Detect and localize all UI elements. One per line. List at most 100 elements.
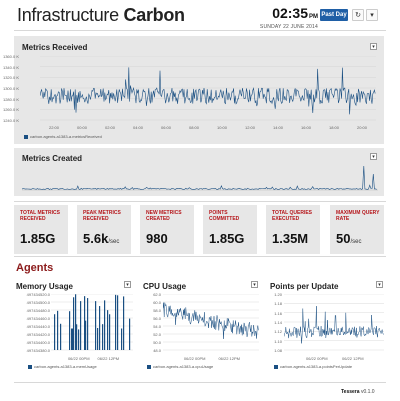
memory-bar <box>57 310 59 350</box>
chevron-down-icon: ▾ <box>372 154 375 160</box>
footer: Tessera v0.1.0 <box>341 389 375 395</box>
cpu-usage-title: CPU Usage <box>143 282 187 291</box>
clock-ampm: PM <box>309 14 318 20</box>
x-tick-label: 10:00 <box>217 125 228 130</box>
y-tick-label: 1340.0 K <box>2 64 19 70</box>
memory-bar <box>54 314 56 350</box>
memory-bar <box>60 323 62 350</box>
y-tick-label: 50.0 <box>153 340 161 345</box>
legend-label: carbon.agents.a1383-a.pointsPerUpdate <box>280 364 353 369</box>
chevron-down-icon: ▾ <box>378 282 381 288</box>
y-tick-label: 60.0 <box>153 300 161 305</box>
y-tick-label: 1280.0 K <box>2 96 19 102</box>
memory-bar <box>117 295 119 350</box>
memory-bar <box>84 296 86 350</box>
section-divider-2 <box>14 256 386 257</box>
options-button[interactable]: ▾ <box>366 9 378 21</box>
chevron-down-icon: ▾ <box>126 282 129 288</box>
x-tick-label: 02:00 <box>105 125 116 130</box>
memory-bar <box>129 318 131 350</box>
metrics-received-panel: Metrics Received ▾ 1360.0 K 1340.0 K 1320.… <box>3 36 384 144</box>
y-tick-label: 48.0 <box>153 348 161 353</box>
memory-usage-chart <box>51 294 133 351</box>
points-per-update-title: Points per Update <box>270 282 339 291</box>
y-tick-label: 1300.0 K <box>2 86 19 91</box>
y-tick-label: 1.20 <box>274 292 282 297</box>
x-tick-label: 04:00 <box>133 125 144 130</box>
metrics-received-title: Metrics Received <box>22 43 88 52</box>
points-per-update-chart <box>284 294 384 351</box>
legend-label: carbon.agents.a1383-a.cpuUsage <box>153 364 214 369</box>
x-tick-label: 20:00 <box>357 125 368 130</box>
y-tick-label: 497434420.0 <box>26 332 50 337</box>
y-tick-label: 58.0 <box>153 308 161 313</box>
x-tick-label: 08:00 <box>189 125 200 130</box>
x-tick-label: 00:00 <box>77 125 88 130</box>
cpu-legend: carbon.agents.a1383-a.cpuUsage <box>147 364 213 369</box>
x-tick-label: 22:00 <box>49 125 60 130</box>
y-tick-label: 497434380.0 <box>26 348 50 353</box>
y-tick-label: 1.14 <box>274 320 282 325</box>
stat-label: Total Metrics Received <box>20 210 60 222</box>
memory-bar <box>87 298 89 350</box>
clock-date: SUNDAY 22 JUNE 2014 <box>259 24 318 30</box>
y-tick-label: 497434440.0 <box>26 324 50 329</box>
refresh-icon: ↻ <box>355 12 361 19</box>
memory-bar <box>97 327 99 350</box>
y-tick-label: 1360.0 K <box>2 54 19 59</box>
x-tick-label: 14:00 <box>273 125 284 130</box>
memory-usage-title: Memory Usage <box>16 282 73 291</box>
title-part-1: Infrastructure <box>17 5 119 25</box>
legend-label: carbon.agents.a1383-a.memUsage <box>34 364 97 369</box>
stat-box: Peak Metrics Received 5.6k/sec <box>77 205 131 254</box>
x-tick-label: 18:00 <box>329 125 340 130</box>
stat-number: 1.35M <box>272 231 309 246</box>
stat-number: 1.85G <box>209 231 245 246</box>
y-tick-label: 497434460.0 <box>26 316 50 321</box>
stat-unit: /sec <box>350 239 362 245</box>
stat-label: Maximum Query Rate <box>336 210 380 222</box>
metrics-created-title: Metrics Created <box>22 154 83 163</box>
memory-bar <box>76 324 78 350</box>
x-tick-label: 12:00 <box>245 125 256 130</box>
x-tick-label: 06/22 12PM <box>342 356 364 361</box>
memory-bar <box>78 329 80 350</box>
y-tick-label: 1.16 <box>274 310 282 316</box>
memory-bar <box>95 301 97 350</box>
metrics-created-menu[interactable]: ▾ <box>370 153 377 160</box>
footer-brand: Tessera <box>341 389 360 395</box>
memory-usage-menu[interactable]: ▾ <box>124 281 131 288</box>
metrics-received-legend: carbon.agents.a1383-a.metricsReceived <box>24 134 102 139</box>
time-range-button[interactable]: Past Day <box>320 9 348 21</box>
title-part-2: Carbon <box>123 5 186 25</box>
y-tick-label: 497434520.0 <box>26 292 50 297</box>
refresh-button[interactable]: ↻ <box>352 9 364 21</box>
metrics-received-x-axis: 22:00 00:00 02:00 04:00 06:00 08:00 10:00 12:00… <box>40 125 376 131</box>
clock-time: 02:35PM <box>258 6 318 24</box>
points-legend: carbon.agents.a1383-a.pointsPerUpdate <box>274 364 352 369</box>
metrics-received-menu[interactable]: ▾ <box>370 43 377 50</box>
memory-bar <box>72 328 74 350</box>
y-tick-label: 1.08 <box>274 348 282 353</box>
stat-value: 50/sec <box>336 231 361 246</box>
points-per-update-menu[interactable]: ▾ <box>376 281 383 288</box>
chevron-down-icon: ▾ <box>372 44 375 50</box>
memory-bar <box>123 296 125 350</box>
memory-bar <box>121 328 123 350</box>
stat-box: Maximum Query Rate 50/sec <box>330 205 384 254</box>
cpu-usage-panel: CPU Usage ▾ 62.0 60.0 58.0 56.0 54.0 52.0 50.0… <box>141 278 261 374</box>
memory-bar <box>85 320 87 350</box>
y-tick-label: 52.0 <box>153 332 161 337</box>
footer-divider <box>14 382 386 383</box>
chevron-down-icon: ▾ <box>370 12 374 19</box>
stat-box: Total Queries Executed 1.35M <box>266 205 320 254</box>
header-divider <box>14 30 386 31</box>
cpu-usage-menu[interactable]: ▾ <box>251 281 258 288</box>
metrics-created-panel: Metrics Created ▾ <box>14 148 384 196</box>
memory-bar <box>80 301 82 350</box>
stat-label: Points Committed <box>209 210 240 222</box>
stat-number: 980 <box>146 231 168 246</box>
y-tick-label: 1320.0 K <box>2 75 19 81</box>
memory-bar <box>107 310 109 350</box>
memory-bar <box>104 300 106 350</box>
